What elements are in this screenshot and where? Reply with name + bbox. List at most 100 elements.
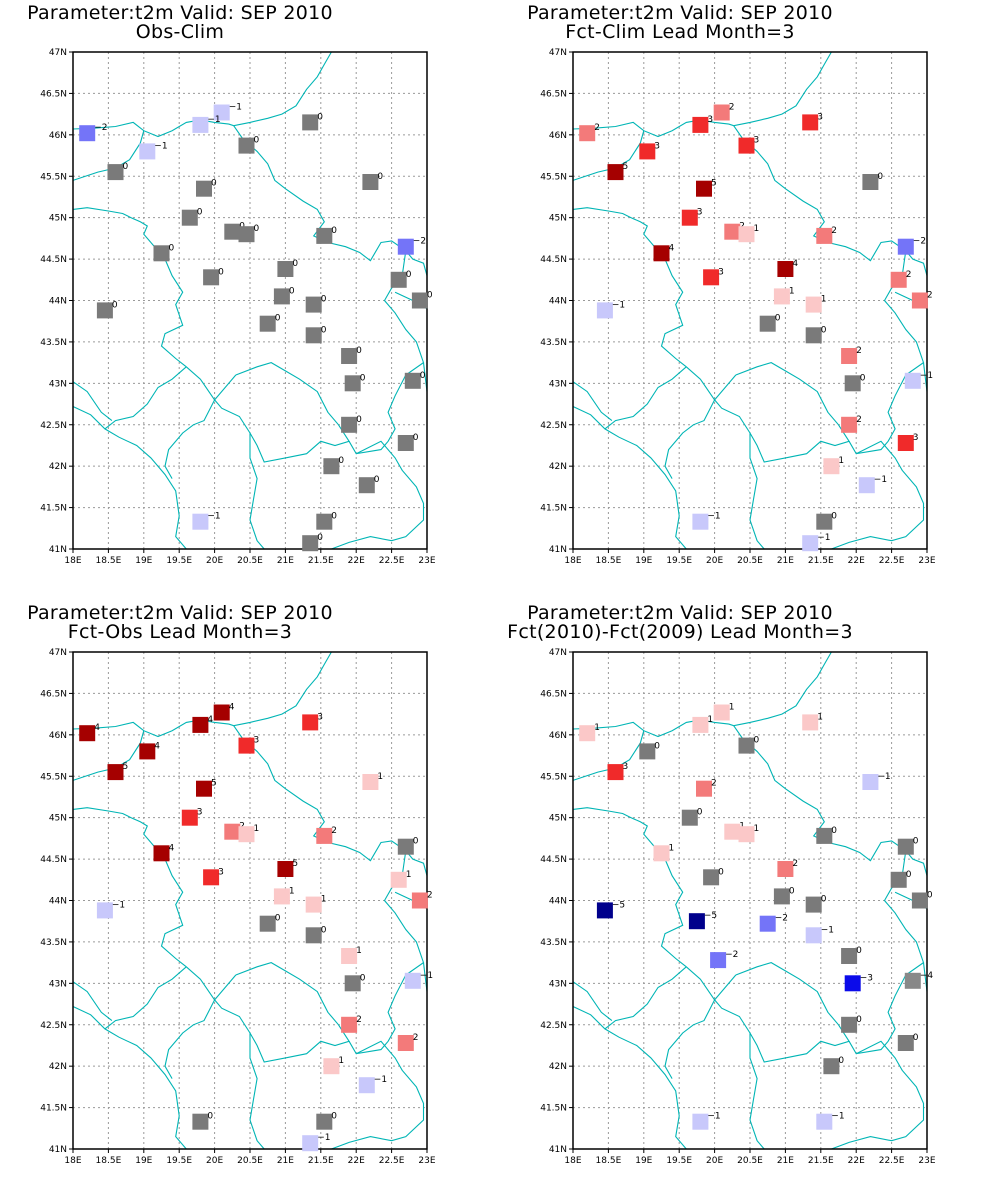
station-marker bbox=[316, 513, 333, 530]
station-marker bbox=[823, 458, 840, 475]
station-marker bbox=[703, 269, 720, 286]
y-tick-label: 45N bbox=[49, 814, 67, 824]
station-value-label: −2 bbox=[725, 950, 738, 960]
chart-obs-clim: 18E 18.5E 19E 19.5E 20E 20.5E 21E 21.5E 22E 22.5E… bbox=[40, 48, 436, 566]
chart-subtitle: Obs-Clim bbox=[135, 21, 225, 43]
station-value-label: −2 bbox=[775, 914, 788, 924]
station-marker bbox=[192, 1113, 209, 1130]
station-marker bbox=[96, 302, 113, 319]
station-value-label: −1 bbox=[112, 900, 125, 910]
station-marker bbox=[305, 296, 322, 313]
station-value-label: 4 bbox=[669, 243, 675, 253]
station-marker bbox=[316, 1113, 333, 1130]
station-value-label: −1 bbox=[817, 533, 830, 543]
station-marker bbox=[692, 716, 709, 733]
border-line bbox=[164, 999, 216, 1079]
station-value-label: 0 bbox=[913, 837, 919, 847]
station-value-label: 1 bbox=[594, 723, 600, 733]
station-value-label: −1 bbox=[317, 1133, 330, 1143]
x-tick-label: 18.5E bbox=[596, 556, 622, 566]
station-marker bbox=[759, 915, 776, 932]
y-tick-label: 46.5N bbox=[40, 689, 67, 699]
station-value-label: 1 bbox=[817, 712, 823, 722]
station-value-label: −1 bbox=[874, 475, 887, 485]
station-marker bbox=[302, 535, 319, 552]
station-marker bbox=[139, 143, 156, 160]
station-marker bbox=[841, 416, 858, 433]
station-value-label: 0 bbox=[254, 224, 260, 234]
station-marker bbox=[404, 372, 421, 389]
x-tick-label: 19.5E bbox=[666, 556, 692, 566]
station-marker bbox=[302, 114, 319, 131]
station-marker bbox=[196, 180, 212, 197]
station-marker bbox=[203, 869, 220, 886]
y-tick-label: 41.5N bbox=[540, 1104, 567, 1114]
station-value-label: 0 bbox=[317, 112, 323, 122]
station-marker bbox=[238, 226, 255, 243]
border-line bbox=[331, 1040, 425, 1150]
border-line bbox=[831, 1040, 925, 1150]
station-marker bbox=[703, 869, 720, 886]
station-value-label: 0 bbox=[821, 895, 827, 905]
station-value-label: 0 bbox=[317, 533, 323, 543]
station-marker bbox=[411, 892, 428, 909]
station-value-label: 0 bbox=[211, 179, 217, 189]
border-line bbox=[72, 207, 152, 243]
station-value-label: 3 bbox=[913, 433, 919, 443]
x-tick-label: 21E bbox=[777, 556, 794, 566]
station-marker bbox=[816, 827, 833, 844]
border-line bbox=[572, 1006, 687, 1150]
station-value-label: 1 bbox=[338, 1056, 344, 1066]
y-tick-label: 45N bbox=[549, 214, 567, 224]
station-value-label: 0 bbox=[913, 1033, 919, 1043]
station-value-label: 0 bbox=[906, 870, 912, 880]
station-value-label: 0 bbox=[289, 286, 295, 296]
station-value-label: 3 bbox=[623, 762, 629, 772]
station-marker bbox=[277, 861, 294, 877]
station-value-label: −4 bbox=[920, 971, 934, 981]
station-marker bbox=[688, 913, 705, 930]
station-marker bbox=[802, 535, 819, 552]
x-tick-label: 18.5E bbox=[96, 1156, 122, 1166]
station-marker bbox=[738, 137, 755, 154]
x-tick-label: 22E bbox=[848, 1156, 865, 1166]
y-tick-label: 41.5N bbox=[40, 1104, 67, 1114]
station-value-label: 1 bbox=[838, 456, 844, 466]
y-tick-label: 43.5N bbox=[540, 938, 567, 948]
border-line bbox=[650, 242, 716, 401]
station-value-label: 0 bbox=[218, 267, 224, 277]
station-value-label: 4 bbox=[154, 741, 160, 751]
station-marker bbox=[358, 1077, 375, 1094]
station-value-label: 1 bbox=[254, 824, 260, 834]
station-marker bbox=[79, 125, 96, 142]
station-marker bbox=[305, 327, 322, 344]
station-value-label: 5 bbox=[623, 162, 629, 172]
y-tick-label: 45.5N bbox=[540, 772, 567, 782]
x-tick-label: 20E bbox=[206, 1156, 223, 1166]
station-marker bbox=[692, 1113, 709, 1130]
border-line bbox=[713, 362, 850, 463]
border-line bbox=[249, 433, 265, 550]
x-tick-label: 21.5E bbox=[308, 556, 334, 566]
border-line bbox=[213, 962, 350, 1063]
border-line bbox=[150, 242, 216, 401]
station-value-label: −1 bbox=[374, 1075, 387, 1085]
border-line bbox=[604, 966, 687, 1030]
station-value-label: 0 bbox=[321, 925, 327, 935]
station-marker bbox=[805, 927, 822, 944]
station-marker bbox=[153, 845, 170, 862]
station-value-label: 0 bbox=[406, 270, 412, 280]
x-tick-label: 20.5E bbox=[237, 1156, 263, 1166]
x-tick-label: 22E bbox=[348, 1156, 365, 1166]
station-value-label: 2 bbox=[856, 346, 862, 356]
station-value-label: 2 bbox=[356, 1015, 362, 1025]
station-marker bbox=[305, 896, 322, 913]
station-value-label: −2 bbox=[913, 237, 926, 247]
y-tick-label: 44.5N bbox=[540, 255, 567, 265]
station-marker bbox=[738, 226, 755, 243]
x-tick-label: 21.5E bbox=[808, 1156, 834, 1166]
x-tick-label: 21E bbox=[277, 556, 294, 566]
station-value-label: 0 bbox=[331, 1112, 337, 1122]
station-marker bbox=[805, 327, 822, 344]
station-marker bbox=[607, 164, 624, 181]
